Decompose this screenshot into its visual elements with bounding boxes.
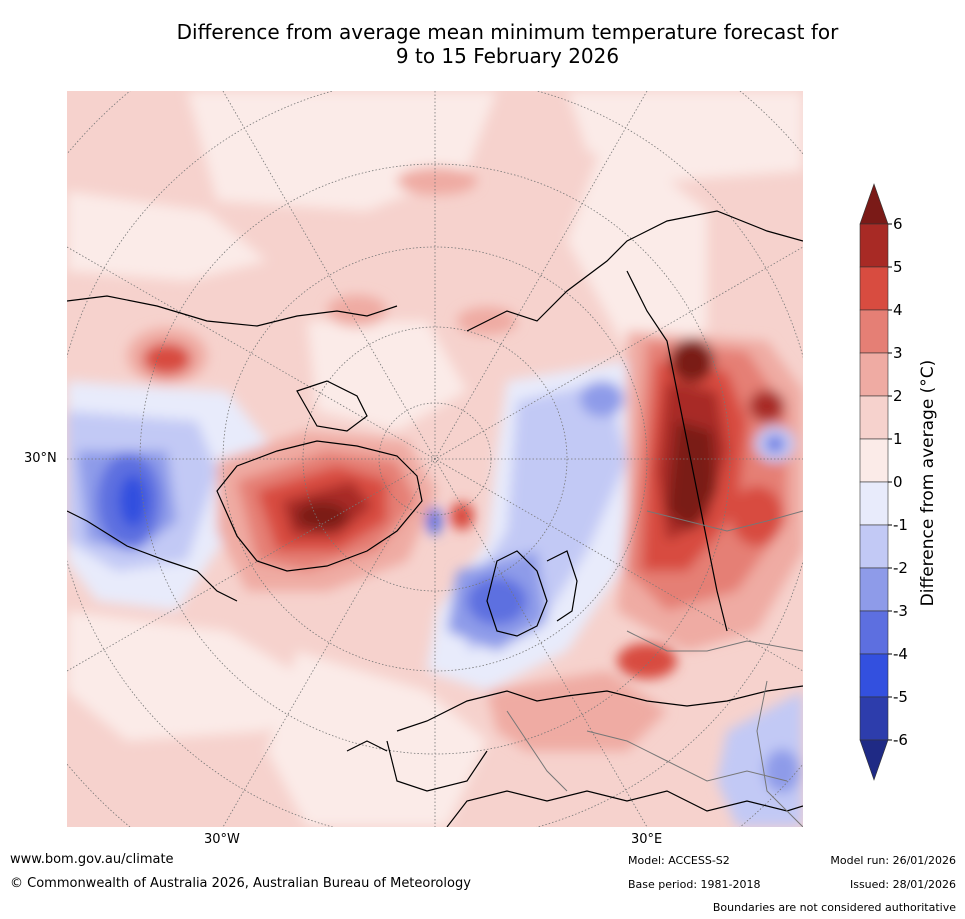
colorbar-band — [859, 352, 889, 397]
map-title: Difference from average mean minimum tem… — [60, 20, 955, 68]
colorbar-band — [859, 696, 889, 741]
colorbar-band — [859, 266, 889, 311]
colorbar-tick-label: 5 — [893, 258, 903, 276]
footer-copyright: © Commonwealth of Australia 2026, Austra… — [10, 876, 471, 891]
colorbar-over-triangle — [859, 183, 889, 225]
anomaly-field — [67, 91, 803, 827]
colorbar-tick-label: -4 — [893, 645, 908, 663]
graticule — [67, 91, 803, 827]
colorbar-tick-label: 3 — [893, 344, 903, 362]
colorbar-tick-label: -5 — [893, 688, 908, 706]
colorbar-tick-label: 0 — [893, 473, 903, 491]
title-line-1: Difference from average mean minimum tem… — [176, 20, 839, 44]
colorbar-under-triangle — [859, 739, 889, 781]
colorbar-tick-label: -6 — [893, 731, 908, 749]
colorbar-band — [859, 567, 889, 612]
colorbar-tick-label: -1 — [893, 516, 908, 534]
lon-label-30w: 30°W — [204, 832, 240, 847]
footer-issued: Issued: 28/01/2026 — [849, 878, 956, 891]
colorbar-band — [859, 610, 889, 655]
title-line-2: 9 to 15 February 2026 — [395, 44, 620, 68]
colorbar: 6 5 4 3 2 1 0 -1 -2 -3 -4 -5 -6 — [859, 183, 908, 781]
colorbar-tick-label: 4 — [893, 301, 903, 319]
footer-model-run: Model run: 26/01/2026 — [830, 854, 956, 867]
colorbar-tick-label: 2 — [893, 387, 903, 405]
colorbar-band — [859, 653, 889, 698]
footer-disclaimer: Boundaries are not considered authoritat… — [712, 901, 956, 914]
lon-label-30e: 30°E — [631, 832, 663, 847]
colorbar-band — [859, 438, 889, 483]
colorbar-band — [859, 309, 889, 354]
colorbar-label: Difference from average (°C) — [918, 359, 938, 607]
colorbar-tick-label: 1 — [893, 430, 903, 448]
map-canvas — [67, 91, 803, 827]
colorbar-tick-label: 6 — [893, 215, 903, 233]
country-borders — [506, 510, 803, 827]
colorbar-band — [859, 524, 889, 569]
footer-url: www.bom.gov.au/climate — [10, 852, 174, 867]
footer-model: Model: ACCESS-S2 — [628, 854, 730, 867]
forecast-map — [67, 91, 803, 827]
colorbar-band — [859, 223, 889, 268]
coastlines — [67, 210, 803, 827]
footer-base-period: Base period: 1981-2018 — [628, 878, 761, 891]
colorbar-band — [859, 481, 889, 526]
lat-label-30n: 30°N — [24, 451, 57, 466]
colorbar-band — [859, 395, 889, 440]
colorbar-tick-label: -2 — [893, 559, 908, 577]
colorbar-tick-label: -3 — [893, 602, 908, 620]
